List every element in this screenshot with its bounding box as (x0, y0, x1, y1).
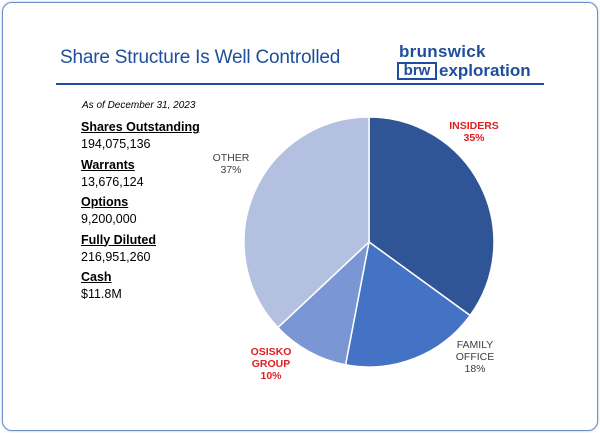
pie-slice-family-office (344, 240, 472, 368)
brunswick-logo: brunswick brw exploration (395, 42, 535, 82)
stat-options: Options 9,200,000 (81, 194, 200, 232)
stat-value: $11.8M (81, 287, 122, 301)
pie-slice-osisko-group (276, 239, 371, 366)
title-divider (56, 83, 544, 85)
logo-box-mark: brw (397, 62, 437, 80)
pie-label-insiders: INSIDERS 35% (449, 120, 499, 144)
stat-fully-diluted: Fully Diluted 216,951,260 (81, 232, 200, 270)
stat-label: Cash (81, 270, 112, 284)
logo-wordmark-top: brunswick (399, 42, 486, 61)
pie-slice-other (243, 116, 370, 329)
stat-shares-outstanding: Shares Outstanding 194,075,136 (81, 119, 200, 157)
stat-label: Shares Outstanding (81, 120, 200, 134)
pie-label-family-office: FAMILY OFFICE 18% (456, 339, 495, 375)
stat-value: 194,075,136 (81, 137, 151, 151)
pie-slice-insiders (368, 116, 495, 317)
stat-value: 9,200,000 (81, 212, 137, 226)
stat-label: Warrants (81, 157, 135, 172)
pie-label-osisko-group: OSISKO GROUP 10% (251, 346, 292, 382)
stat-value: 216,951,260 (81, 249, 151, 264)
share-structure-pie-chart: INSIDERS 35% FAMILY OFFICE 18% OSISKO GROUP 10%… (213, 116, 499, 382)
stat-label: Options (81, 195, 129, 209)
slide-title: Share Structure Is Well Controlled (60, 47, 341, 68)
stat-warrants: Warrants 13,676,124 (81, 157, 200, 195)
share-stats: Shares Outstanding 194,075,136 Warrants … (81, 119, 200, 307)
stat-cash: Cash $11.8M (81, 269, 200, 307)
stat-label: Fully Diluted (81, 232, 156, 247)
logo-wordmark-bottom: exploration (439, 61, 531, 80)
stat-value: 13,676,124 (81, 174, 144, 189)
pie-label-other: OTHER 37% (213, 152, 250, 176)
as-of-date: As of December 31, 2023 (82, 100, 196, 111)
